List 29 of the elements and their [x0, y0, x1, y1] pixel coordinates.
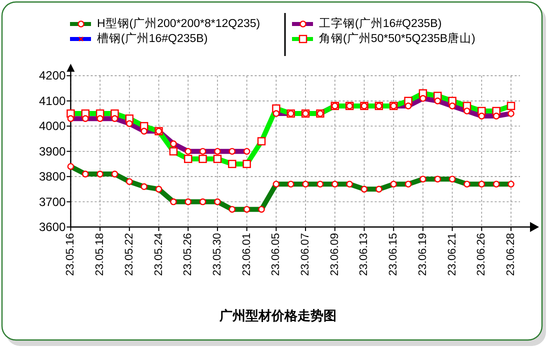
x-tick-label: 23.06.07	[300, 233, 312, 276]
text: 广州型材价格走势图	[218, 308, 336, 323]
x-tick-label: 23.06.26	[476, 233, 488, 276]
x-tick-label: 23.06.21	[446, 233, 458, 276]
y-tick-label: 4000	[38, 119, 66, 134]
x-tick-label: 23.06.19	[416, 233, 429, 276]
legend-label: 角钢(广州50*50*5Q235B唐山)	[319, 31, 476, 45]
y-tick-label: 3800	[38, 170, 66, 184]
legend-label: 槽钢(广州16#Q235B)	[97, 31, 208, 45]
x-tick-label: 23.05.24	[152, 233, 165, 276]
y-tick-label: 3600	[38, 220, 66, 234]
y-tick-label: 4100	[38, 94, 66, 108]
x-tick-label: 23.06.05	[270, 233, 282, 276]
x-tick-label: 23.06.01	[240, 233, 253, 276]
y-tick-label: 3700	[38, 194, 66, 209]
x-tick-label: 23.05.30	[211, 233, 224, 276]
x-tick-label: 23.06.13	[358, 233, 370, 276]
x-tick-label: 23.06.09	[328, 233, 341, 276]
x-tick-label: 23.05.22	[123, 233, 136, 276]
y-tick-label: 4200	[38, 68, 66, 83]
x-tick-label: 23.05.26	[182, 233, 194, 276]
x-tick-label: 23.05.18	[94, 233, 106, 276]
legend-label: H型钢(广州200*200*8*12Q235)	[97, 16, 260, 30]
legend-label: 工字钢(广州16#Q235B)	[319, 16, 442, 30]
x-tick-label: 23.06.28	[505, 233, 517, 276]
plot: 23.05.16 23.05.18 23.05.22 23.05.24 23.05.26 23.05.30 23.06.01 23.06.05 23.06.07 23.06.09 23.06.13 23.06.15 23.06.19 23.06.21 23.06.26 23.06.28 3600 3700 3800 3900 4000 4100 4200	[39, 64, 539, 276]
x-tick-label: 23.06.15	[388, 233, 400, 276]
x-tick-label: 23.05.16	[64, 233, 77, 276]
y-tick-label: 3900	[38, 144, 66, 158]
